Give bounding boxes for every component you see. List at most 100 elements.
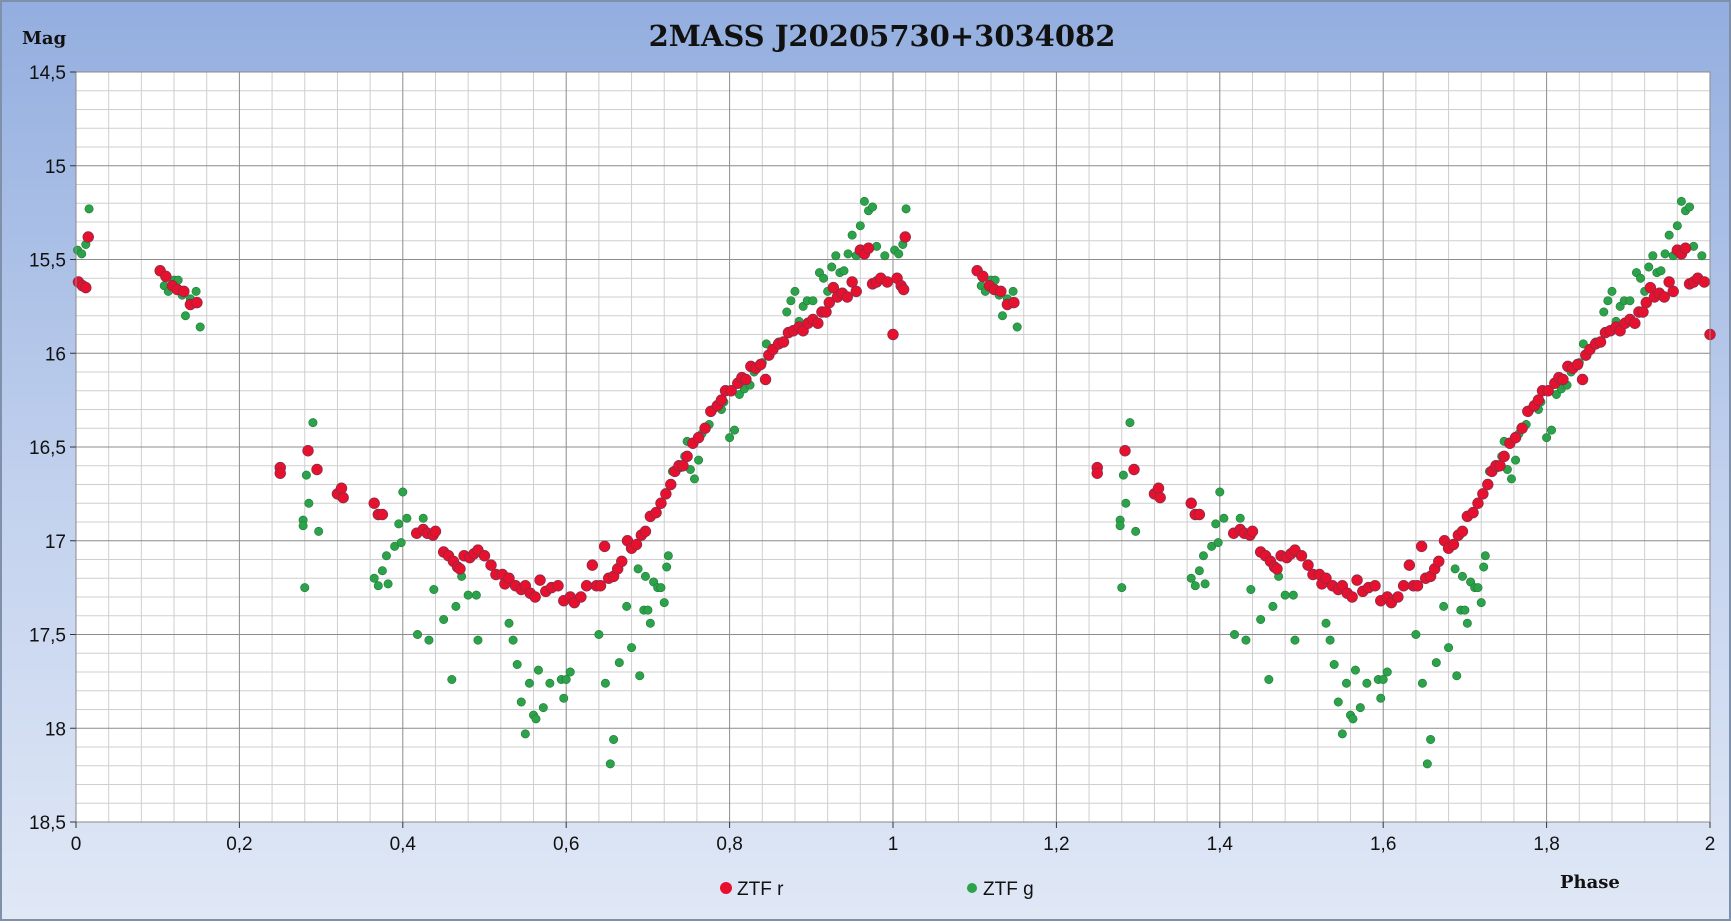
data-point-ztf-r bbox=[1594, 336, 1607, 348]
x-tick-label: 0,6 bbox=[553, 834, 579, 855]
data-point-ztf-r bbox=[1302, 559, 1314, 571]
data-point-ztf-g bbox=[1329, 659, 1339, 669]
data-point-ztf-r bbox=[337, 491, 349, 504]
data-point-ztf-g bbox=[77, 249, 87, 259]
data-point-ztf-g bbox=[1241, 635, 1251, 645]
data-point-ztf-g bbox=[512, 659, 522, 669]
data-point-ztf-g bbox=[1198, 551, 1208, 561]
data-point-ztf-g bbox=[424, 635, 434, 645]
data-point-ztf-g bbox=[600, 678, 610, 688]
data-point-ztf-g bbox=[656, 583, 666, 593]
data-point-ztf-g bbox=[1473, 583, 1483, 593]
data-point-ztf-g bbox=[1337, 729, 1347, 739]
y-tick-label: 17,5 bbox=[29, 626, 66, 647]
data-point-ztf-r bbox=[1679, 242, 1692, 254]
data-point-ztf-g bbox=[662, 562, 672, 572]
data-point-ztf-g bbox=[1664, 230, 1674, 240]
data-point-ztf-g bbox=[301, 470, 311, 480]
x-tick-label: 2 bbox=[1705, 834, 1716, 855]
data-point-ztf-g bbox=[413, 629, 423, 639]
data-point-ztf-g bbox=[447, 674, 457, 684]
data-point-ztf-r bbox=[1403, 559, 1416, 571]
data-point-ztf-g bbox=[609, 734, 619, 744]
data-point-ztf-g bbox=[1325, 635, 1335, 645]
data-point-ztf-r bbox=[846, 276, 858, 288]
data-point-ztf-r bbox=[1494, 460, 1506, 472]
data-point-ztf-g bbox=[1511, 455, 1521, 465]
data-point-ztf-g bbox=[1288, 590, 1298, 600]
data-point-ztf-g bbox=[1268, 601, 1278, 611]
data-point-ztf-r bbox=[899, 231, 911, 243]
data-point-ztf-r bbox=[368, 497, 380, 509]
data-point-ztf-g bbox=[377, 566, 387, 576]
x-tick-label: 0,2 bbox=[226, 834, 252, 855]
data-point-ztf-g bbox=[1506, 474, 1516, 484]
data-point-ztf-r bbox=[677, 460, 689, 472]
data-point-ztf-g bbox=[1131, 526, 1141, 536]
data-point-ztf-r bbox=[850, 285, 862, 298]
data-point-ztf-r bbox=[1698, 276, 1710, 288]
legend-marker-ztf-r bbox=[720, 882, 732, 894]
data-point-ztf-g bbox=[663, 551, 673, 561]
data-point-ztf-r bbox=[777, 336, 790, 348]
data-point-ztf-r bbox=[376, 508, 389, 521]
x-tick-label: 1,2 bbox=[1043, 834, 1069, 855]
data-point-ztf-g bbox=[398, 487, 408, 497]
data-point-ztf-r bbox=[699, 422, 711, 434]
data-point-ztf-r bbox=[660, 488, 672, 500]
data-point-ztf-g bbox=[831, 251, 841, 261]
data-point-ztf-r bbox=[302, 445, 314, 457]
data-point-ztf-g bbox=[730, 425, 740, 435]
data-point-ztf-r bbox=[598, 540, 611, 553]
data-point-ztf-r bbox=[692, 431, 705, 444]
data-point-ztf-r bbox=[1557, 373, 1569, 386]
data-point-ztf-g bbox=[1348, 714, 1358, 724]
data-point-ztf-g bbox=[1008, 286, 1018, 296]
data-point-ztf-r bbox=[630, 538, 643, 551]
data-point-ztf-g bbox=[1457, 571, 1467, 581]
data-point-ztf-r bbox=[1185, 497, 1197, 509]
data-point-ztf-r bbox=[1433, 555, 1445, 568]
data-point-ztf-g bbox=[1599, 307, 1609, 317]
data-point-ztf-r bbox=[580, 580, 593, 592]
data-point-ztf-g bbox=[1115, 521, 1125, 531]
data-point-ztf-g bbox=[1625, 296, 1635, 306]
data-point-ztf-r bbox=[160, 270, 172, 283]
x-tick-label: 1,4 bbox=[1207, 834, 1234, 855]
data-point-ztf-g bbox=[1246, 584, 1256, 594]
data-point-ztf-g bbox=[1355, 703, 1365, 713]
data-point-ztf-g bbox=[1362, 678, 1372, 688]
y-tick-label: 16 bbox=[45, 344, 66, 365]
data-point-ztf-g bbox=[298, 521, 308, 531]
data-point-ztf-r bbox=[841, 291, 853, 303]
data-point-ztf-g bbox=[1012, 322, 1022, 332]
legend-label-ztf-r: ZTF r bbox=[737, 879, 784, 900]
data-point-ztf-r bbox=[1392, 591, 1404, 603]
data-point-ztf-g bbox=[1215, 487, 1225, 497]
data-point-ztf-r bbox=[1008, 296, 1020, 309]
data-point-ztf-g bbox=[689, 474, 699, 484]
data-point-ztf-r bbox=[82, 231, 94, 243]
data-point-ztf-g bbox=[1656, 266, 1666, 276]
data-point-ztf-r bbox=[1640, 296, 1652, 309]
data-point-ztf-r bbox=[1271, 563, 1283, 575]
data-point-ztf-g bbox=[1697, 251, 1707, 261]
legend: ZTF r ZTF g bbox=[720, 879, 1034, 900]
data-point-ztf-r bbox=[1447, 538, 1460, 551]
data-point-ztf-g bbox=[369, 573, 379, 583]
data-point-ztf-g bbox=[645, 618, 655, 628]
data-point-ztf-g bbox=[561, 674, 571, 684]
data-point-ztf-r bbox=[1246, 525, 1259, 538]
data-point-ztf-r bbox=[1467, 506, 1479, 519]
data-point-ztf-r bbox=[740, 373, 752, 386]
data-point-ztf-g bbox=[84, 204, 94, 214]
x-tick-label: 1,6 bbox=[1370, 834, 1396, 855]
data-point-ztf-g bbox=[847, 230, 857, 240]
data-point-ztf-r bbox=[1411, 580, 1424, 592]
data-point-ztf-r bbox=[823, 296, 835, 309]
data-point-ztf-g bbox=[1660, 249, 1670, 259]
data-point-ztf-r bbox=[80, 281, 92, 294]
data-point-ztf-r bbox=[311, 463, 323, 476]
